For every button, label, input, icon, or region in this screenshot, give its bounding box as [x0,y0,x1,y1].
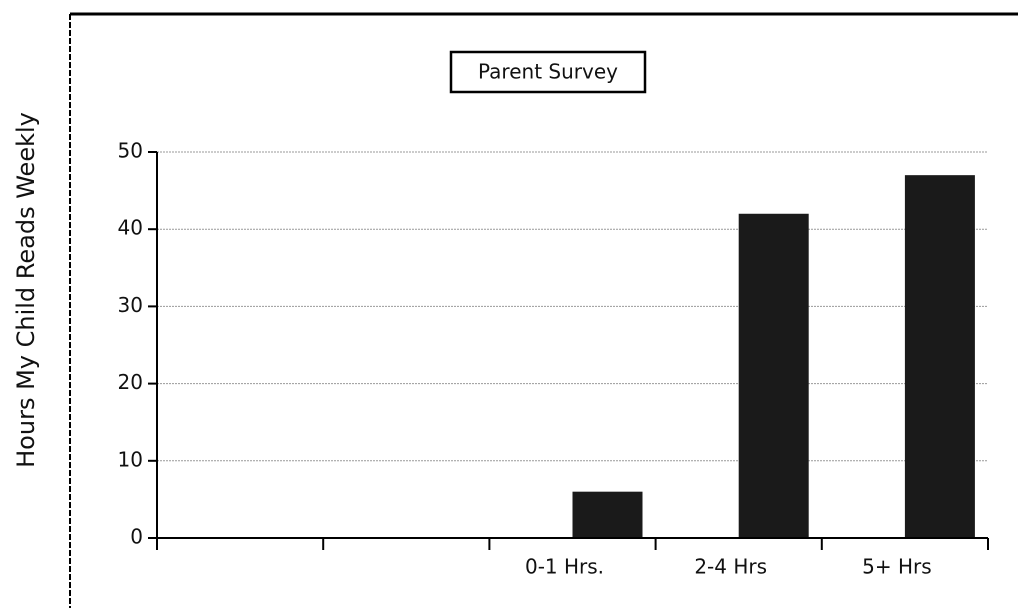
bar [738,213,809,538]
y-axis-label: Hours My Child Reads Weekly [12,112,40,468]
y-tick-label: 40 [118,216,143,240]
y-tick-label: 50 [118,139,143,163]
y-tick-label: 0 [130,525,143,549]
bar [904,175,975,538]
y-tick-label: 20 [118,370,143,394]
x-tick-label: 0-1 Hrs. [525,555,604,579]
x-tick-label: 5+ Hrs [862,555,932,579]
bar [572,491,643,538]
y-tick-label: 10 [118,447,143,471]
title-box [449,50,647,94]
y-tick-label: 30 [118,293,143,317]
chart-title: Parent Survey [478,60,618,84]
x-tick-label: 2-4 Hrs [694,555,767,579]
